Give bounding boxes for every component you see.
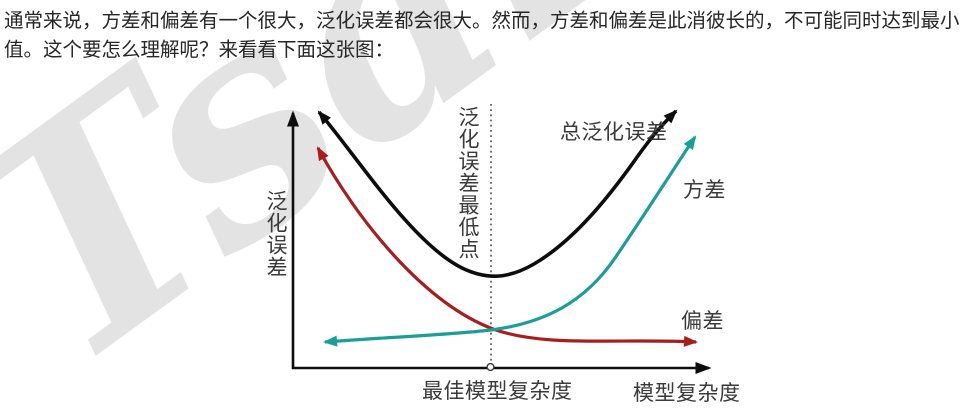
intro-paragraph: 通常来说，方差和偏差有一个很大，泛化误差都会很大。然而，方差和偏差是此消彼长的，…	[4, 7, 960, 65]
min-point-annotation: 泛化误差最低点	[456, 106, 479, 260]
optimal-point-marker	[486, 362, 495, 372]
bias-curve	[316, 146, 698, 347]
bias-series-label: 偏差	[681, 310, 724, 333]
total-error-curve	[317, 109, 678, 279]
paragraph-line: 值。这个要怎么理解呢？来看看下面这张图：	[4, 39, 395, 61]
x-axis-label: 模型复杂度	[633, 382, 741, 405]
total-error-series-label: 总泛化误差	[560, 121, 668, 144]
y-axis-label: 泛化误差	[264, 190, 287, 278]
variance-series-label: 方差	[683, 179, 726, 202]
paragraph-line: 通常来说，方差和偏差有一个很大，泛化误差都会很大。然而，方差和偏差是此消彼长的，…	[4, 10, 960, 32]
optimal-complexity-label: 最佳模型复杂度	[422, 380, 573, 403]
variance-curve	[323, 135, 697, 347]
